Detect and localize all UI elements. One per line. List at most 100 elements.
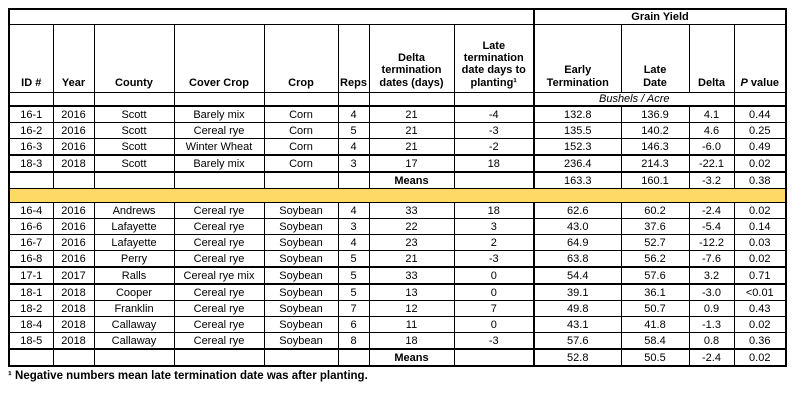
cell-reps: 4 [337,105,370,124]
soybean-means-label: Means [368,348,455,367]
cell-county: Lafayette [93,218,175,236]
cell-year: 2017 [52,266,95,285]
means-empty-cell [337,348,370,367]
units-empty-cell [453,92,535,108]
cell-reps: 5 [337,266,370,285]
cell-reps: 6 [337,316,370,334]
cell-crop: Soybean [263,300,339,318]
cell-id: 16-4 [8,202,54,220]
means-empty-cell [173,348,265,367]
cell-p_value: 0.02 [733,250,787,268]
cell-early_termination: 132.8 [533,105,622,124]
footnote: ¹ Negative numbers mean late termination… [8,370,368,383]
means-empty-cell [8,171,54,190]
cell-id: 16-7 [8,234,54,252]
table-row: 16-8 2016 Perry Cereal rye Soybean 5 21 -3 63.8 5… [8,250,787,268]
cell-late_date: 214.3 [620,154,690,173]
cell-crop: Soybean [263,266,339,285]
grain-yield-band-row: Grain Yield [8,8,787,25]
units-empty-cell [733,92,787,108]
cell-late_term_days_to_planting: 0 [453,266,535,285]
cell-cover_crop: Cereal rye [173,122,265,140]
cell-late_date: 50.7 [620,300,690,318]
corn-means-late: 160.1 [620,171,690,190]
cell-late_term_days_to_planting: 0 [453,316,535,334]
cell-p_value: 0.14 [733,218,787,236]
cell-delta_term_days: 18 [368,332,455,350]
table-row: 16-3 2016 Scott Winter Wheat Corn 4 21 -2 152.3 1… [8,138,787,156]
cell-delta_term_days: 17 [368,154,455,173]
cell-reps: 4 [337,202,370,220]
units-empty-cell [8,92,54,108]
cell-p_value: <0.01 [733,283,787,302]
cell-year: 2016 [52,234,95,252]
cell-crop: Soybean [263,283,339,302]
cell-id: 18-4 [8,316,54,334]
table-row: 18-5 2018 Callaway Cereal rye Soybean 8 18 -3 57… [8,332,787,350]
cell-late_term_days_to_planting: -3 [453,250,535,268]
col-header-cover-crop: Cover Crop [173,24,265,93]
means-empty-cell [453,348,535,367]
cell-county: Perry [93,250,175,268]
means-empty-cell [52,171,95,190]
cell-late_date: 136.9 [620,105,690,124]
cell-delta_term_days: 13 [368,283,455,302]
cell-late_term_days_to_planting: 3 [453,218,535,236]
cell-early_termination: 39.1 [533,283,622,302]
cover-crop-yield-table: Grain Yield ID # Year County Cover Crop … [8,8,788,368]
cell-delta_term_days: 12 [368,300,455,318]
separator-row [8,188,787,204]
cell-id: 17-1 [8,266,54,285]
cell-crop: Corn [263,122,339,140]
cell-delta_term_days: 21 [368,105,455,124]
cell-reps: 7 [337,300,370,318]
cell-year: 2016 [52,105,95,124]
soybean-means-delta: -2.4 [688,348,735,367]
cell-cover_crop: Cereal rye [173,283,265,302]
cell-crop: Corn [263,105,339,124]
col-header-late-termination: Late termination date days to planting¹ [453,24,535,93]
units-empty-cell [368,92,455,108]
cell-id: 18-3 [8,154,54,173]
cell-early_termination: 64.9 [533,234,622,252]
cell-cover_crop: Cereal rye [173,250,265,268]
cell-early_termination: 43.0 [533,218,622,236]
col-header-year: Year [52,24,95,93]
corn-means-label: Means [368,171,455,190]
cell-delta: -12.2 [688,234,735,252]
cell-reps: 5 [337,250,370,268]
cell-year: 2018 [52,300,95,318]
cell-delta: -6.0 [688,138,735,156]
soybean-section-rows: 16-4 2016 Andrews Cereal rye Soybean 4 33 18 62.… [8,202,787,350]
cell-year: 2018 [52,154,95,173]
cell-late_date: 36.1 [620,283,690,302]
cell-p_value: 0.02 [733,202,787,220]
cell-delta: 3.2 [688,266,735,285]
cell-cover_crop: Cereal rye mix [173,266,265,285]
col-header-delta-termination: Delta termination dates (days) [368,24,455,93]
soybean-means-late: 50.5 [620,348,690,367]
units-row: Bushels / Acre [8,92,787,108]
cell-year: 2016 [52,122,95,140]
grain-yield-header: Grain Yield [532,8,787,25]
corn-means-p-value: 0.38 [733,171,787,190]
table-row: 16-4 2016 Andrews Cereal rye Soybean 4 33 18 62.… [8,202,787,220]
cell-late_date: 52.7 [620,234,690,252]
cell-p_value: 0.03 [733,234,787,252]
means-empty-cell [93,348,175,367]
cell-crop: Soybean [263,218,339,236]
cell-late_term_days_to_planting: 0 [453,283,535,302]
cell-early_termination: 49.8 [533,300,622,318]
cell-id: 16-1 [8,105,54,124]
cell-early_termination: 54.4 [533,266,622,285]
means-empty-cell [52,348,95,367]
table-row: 18-3 2018 Scott Barely mix Corn 3 17 18 236.4 214… [8,154,787,173]
col-header-crop: Crop [263,24,339,93]
cell-county: Callaway [93,332,175,350]
table-row: 18-2 2018 Franklin Cereal rye Soybean 7 12 7 49.… [8,300,787,318]
cell-id: 18-5 [8,332,54,350]
header-top-left-empty-cell [8,8,535,25]
cell-year: 2018 [52,283,95,302]
soybean-means-row: Means 52.8 50.5 -2.4 0.02 [8,348,787,367]
cell-county: Franklin [93,300,175,318]
